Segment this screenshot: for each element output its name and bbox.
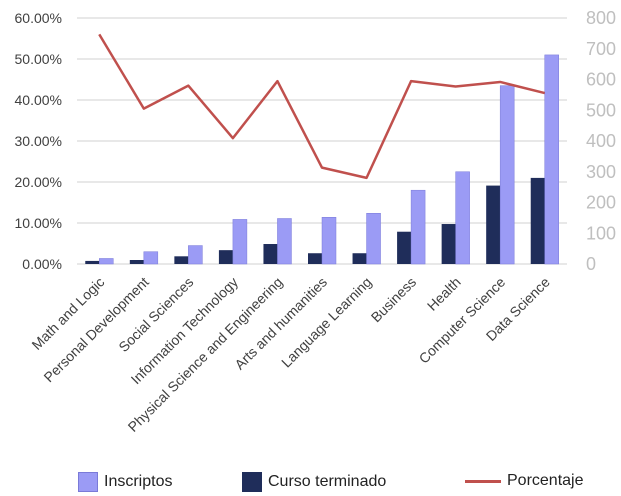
bar-inscriptos <box>143 251 159 265</box>
y-right-tick-label: 700 <box>586 39 616 59</box>
chart: 0.00% 10.00% 20.00% 30.00% 40.00% 50.00% 60.00… <box>15 8 617 435</box>
y-right-tick-label: 400 <box>586 131 616 151</box>
y-left-tick-label: 10.00% <box>15 215 62 231</box>
bar-inscriptos <box>499 85 515 265</box>
percentage-line <box>98 33 546 180</box>
bar-inscriptos <box>366 213 381 265</box>
legend-label-porcentaje: Porcentaje <box>507 472 584 489</box>
y-left-tick-label: 60.00% <box>15 10 62 26</box>
legend-label-inscriptos: Inscriptos <box>104 473 173 490</box>
bar-curso-terminado <box>218 250 233 264</box>
legend-swatch-curso-terminado <box>242 472 262 492</box>
y-right-tick-label: 500 <box>586 100 616 120</box>
y-left-tick-label: 0.00% <box>22 256 62 272</box>
y-right-tick-label: 300 <box>586 162 616 182</box>
y-left-tick-label: 20.00% <box>15 174 62 190</box>
bar-curso-terminado <box>85 260 100 264</box>
legend-swatch-inscriptos <box>78 472 98 492</box>
legend-item-curso-terminado: Curso terminado <box>242 472 386 492</box>
y-left-tick-label: 40.00% <box>15 92 62 108</box>
legend-label-curso-terminado: Curso terminado <box>268 473 387 490</box>
legend-swatch-porcentaje <box>465 479 501 483</box>
y-left-tick-label: 50.00% <box>15 51 62 67</box>
y-right-tick-label: 800 <box>586 8 616 28</box>
bar-curso-terminado <box>352 253 367 264</box>
y-right-tick-label: 600 <box>586 70 616 90</box>
y-axis-left: 0.00% 10.00% 20.00% 30.00% 40.00% 50.00% 60.00… <box>15 10 62 272</box>
x-tick-label: Health <box>424 274 464 314</box>
bar-inscriptos <box>188 245 203 265</box>
bar-curso-terminado <box>129 260 144 264</box>
bar-inscriptos <box>232 219 248 265</box>
bar-inscriptos <box>321 217 337 265</box>
bar-curso-terminado <box>174 256 189 264</box>
y-right-tick-label: 200 <box>586 193 616 213</box>
x-tick-label: Business <box>368 274 419 325</box>
y-right-tick-label: 0 <box>586 254 596 274</box>
bar-inscriptos <box>544 54 559 265</box>
bar-inscriptos <box>455 171 470 265</box>
line-porcentaje <box>98 33 546 180</box>
y-right-tick-label: 100 <box>586 223 616 243</box>
bar-curso-terminado <box>441 224 456 264</box>
bar-curso-terminado <box>486 185 501 264</box>
bar-curso-terminado <box>397 231 412 264</box>
bars <box>85 54 559 265</box>
legend-item-porcentaje: Porcentaje <box>465 472 584 490</box>
bar-curso-terminado <box>530 177 545 264</box>
bar-inscriptos <box>99 258 114 265</box>
legend-item-inscriptos: Inscriptos <box>78 472 172 492</box>
legend: Inscriptos Curso terminado Porcentaje <box>0 472 621 496</box>
bar-inscriptos <box>277 218 292 265</box>
bar-inscriptos <box>410 189 426 265</box>
y-left-tick-label: 30.00% <box>15 133 62 149</box>
y-axis-right: 0 100 200 300 400 500 600 700 800 <box>586 8 616 274</box>
bar-curso-terminado <box>263 244 278 264</box>
bar-curso-terminado <box>308 253 322 264</box>
